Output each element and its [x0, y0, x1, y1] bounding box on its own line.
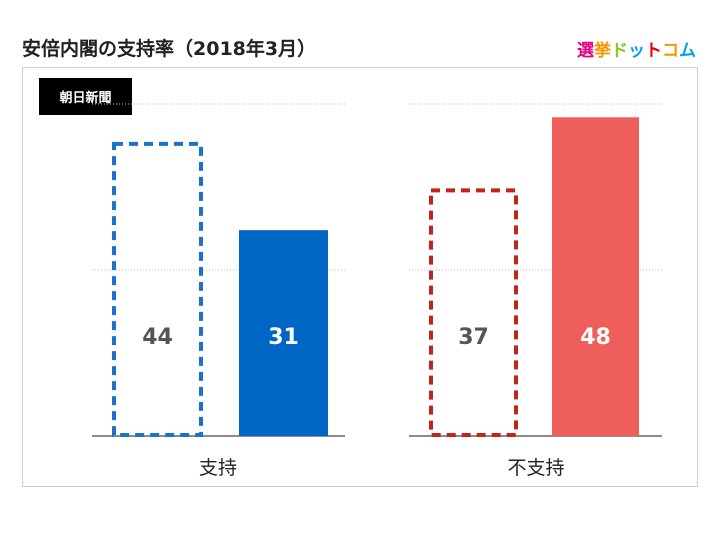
site-logo: 選挙ドットコム	[577, 36, 696, 61]
bar-previous	[112, 141, 203, 437]
category-label: 不支持	[507, 457, 564, 479]
logo-char: コ	[662, 41, 679, 61]
logo-char: ト	[645, 41, 662, 61]
logo-char: ッ	[628, 41, 645, 61]
bar-current	[552, 117, 639, 436]
source-badge: 朝日新聞	[39, 78, 132, 115]
page-title: 安倍内閣の支持率（2018年3月）	[22, 38, 317, 60]
bar-value-label: 48	[580, 325, 611, 350]
logo-char: ム	[679, 41, 696, 61]
bar-value-label: 37	[458, 325, 489, 350]
category-label: 支持	[199, 457, 237, 479]
logo-char: ド	[611, 41, 628, 61]
bar-value-label: 31	[268, 325, 299, 350]
bar-previous	[429, 188, 518, 437]
logo-char: 挙	[594, 41, 611, 61]
bar-value-label: 44	[142, 325, 173, 350]
logo-char: 選	[577, 41, 594, 61]
bar-current	[239, 230, 328, 436]
